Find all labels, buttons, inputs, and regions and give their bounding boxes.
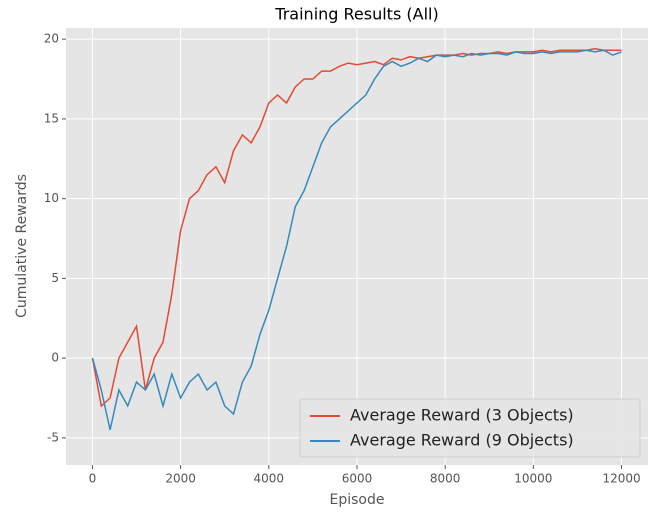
x-tick-label: 4000 bbox=[254, 472, 285, 486]
y-tick-label: 20 bbox=[44, 32, 59, 46]
legend-box bbox=[299, 398, 641, 458]
x-tick-label: 0 bbox=[89, 472, 97, 486]
x-tick-label: 12000 bbox=[602, 472, 640, 486]
x-tick-label: 8000 bbox=[430, 472, 461, 486]
x-tick-label: 2000 bbox=[165, 472, 196, 486]
chart-title: Training Results (All) bbox=[274, 5, 438, 24]
y-tick-label: 5 bbox=[51, 271, 59, 285]
y-axis-label: Cumulative Rewards bbox=[14, 174, 30, 318]
data-line bbox=[91, 49, 622, 431]
y-tick-label: -5 bbox=[47, 430, 59, 444]
y-tick-label: 10 bbox=[44, 191, 59, 205]
x-tick-label: 10000 bbox=[514, 472, 552, 486]
x-tick-label: 6000 bbox=[342, 472, 373, 486]
legend-label: Average Reward (9 Objects) bbox=[350, 431, 574, 450]
y-tick-label: 15 bbox=[44, 111, 59, 125]
y-tick-label: 0 bbox=[51, 351, 59, 365]
legend-label: Average Reward (3 Objects) bbox=[350, 406, 574, 425]
data-line bbox=[91, 47, 622, 408]
x-axis-label: Episode bbox=[330, 492, 385, 508]
